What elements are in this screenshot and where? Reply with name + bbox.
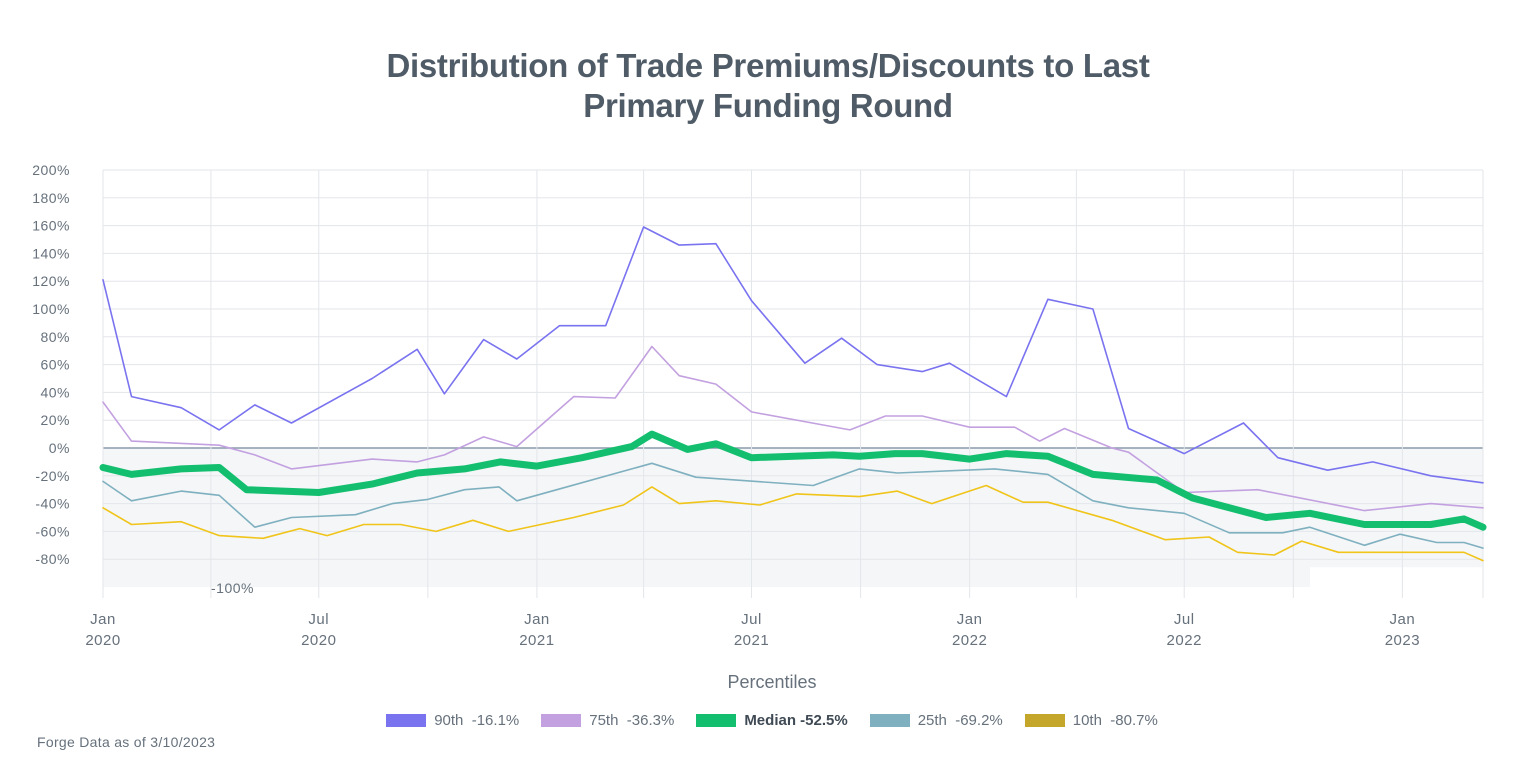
negative-region-shade (103, 448, 1310, 587)
x-tick-month: Jan (957, 611, 983, 628)
x-tick-month: Jan (90, 611, 116, 628)
y-tick-label: -60% (35, 523, 70, 539)
legend-label: 75th -36.3% (589, 712, 675, 729)
legend-swatch (1024, 714, 1065, 727)
legend-item-10th[interactable]: 10th -80.7% (1024, 712, 1158, 729)
line-chart: 200% 180% 160% 140% 120% 100% 80% 60% 40% 20% 0% -2… (32, 162, 1487, 649)
y-tick-label: 60% (40, 357, 70, 373)
y-tick-label: 80% (40, 329, 70, 345)
legend-item-90th[interactable]: 90th -16.1% (386, 712, 519, 729)
baseline-label: -100% (211, 580, 254, 596)
series-line-10th (102, 484, 1484, 562)
y-tick-label: 40% (40, 384, 70, 400)
x-axis-tick-labels: Jan 2020 Jul 2020 Jan 2021 Jul 2021 Jan 2022 Jul 20… (85, 611, 1420, 649)
legend-title: Percentiles (727, 672, 817, 692)
x-tick-month: Jan (524, 611, 550, 628)
legend: 90th -16.1% 75th -36.3% Median -52.5% 25th … (0, 712, 1536, 729)
legend-swatch (541, 714, 582, 727)
footer-note: Forge Data as of 3/10/2023 (37, 734, 216, 750)
chart-title-line-2: Primary Funding Round (583, 87, 953, 124)
series-lines (99, 226, 1487, 562)
y-tick-label: -40% (35, 496, 70, 512)
chart-title-line-1: Distribution of Trade Premiums/Discounts… (386, 47, 1150, 84)
y-tick-label: 140% (32, 245, 70, 261)
y-tick-label: 20% (40, 412, 70, 428)
y-tick-label: 0% (49, 440, 70, 456)
x-tick-month: Jul (741, 611, 762, 628)
grid-lines (102, 169, 1484, 598)
y-tick-label: 100% (32, 301, 70, 317)
y-tick-label: -80% (35, 551, 70, 567)
x-tick-year: 2020 (85, 632, 120, 649)
legend-swatch (869, 714, 910, 727)
y-tick-label: 200% (32, 162, 70, 178)
legend-swatch (386, 714, 427, 727)
legend-swatch (696, 714, 737, 727)
legend-label: Median -52.5% (744, 712, 848, 729)
y-tick-label: 120% (32, 273, 70, 289)
series-line-90th (102, 226, 1484, 484)
legend-item-75th[interactable]: 75th -36.3% (541, 712, 674, 729)
legend-label: 90th -16.1% (434, 712, 520, 729)
series-line-25th (102, 462, 1484, 549)
x-tick-month: Jul (1174, 611, 1195, 628)
x-tick-year: 2022 (1167, 632, 1202, 649)
y-tick-label: 180% (32, 190, 70, 206)
y-tick-label: 160% (32, 218, 70, 234)
y-axis-tick-labels: 200% 180% 160% 140% 120% 100% 80% 60% 40% 20% 0% -2… (32, 162, 254, 596)
x-tick-year: 2023 (1385, 632, 1420, 649)
x-tick-year: 2020 (301, 632, 336, 649)
x-tick-year: 2022 (952, 632, 987, 649)
x-tick-year: 2021 (519, 632, 554, 649)
x-tick-month: Jan (1390, 611, 1416, 628)
series-line-median (99, 430, 1487, 531)
x-tick-year: 2021 (734, 632, 769, 649)
series-line-75th (102, 345, 1484, 512)
legend-item-25th[interactable]: 25th -69.2% (869, 712, 1003, 729)
legend-label: 25th -69.2% (917, 712, 1003, 729)
legend-label: 10th -80.7% (1072, 712, 1158, 729)
y-tick-label: -20% (35, 468, 70, 484)
chart-title: Distribution of Trade Premiums/Discounts… (0, 46, 1536, 126)
x-tick-month: Jul (308, 611, 329, 628)
legend-item-median[interactable]: Median -52.5% (696, 712, 848, 729)
